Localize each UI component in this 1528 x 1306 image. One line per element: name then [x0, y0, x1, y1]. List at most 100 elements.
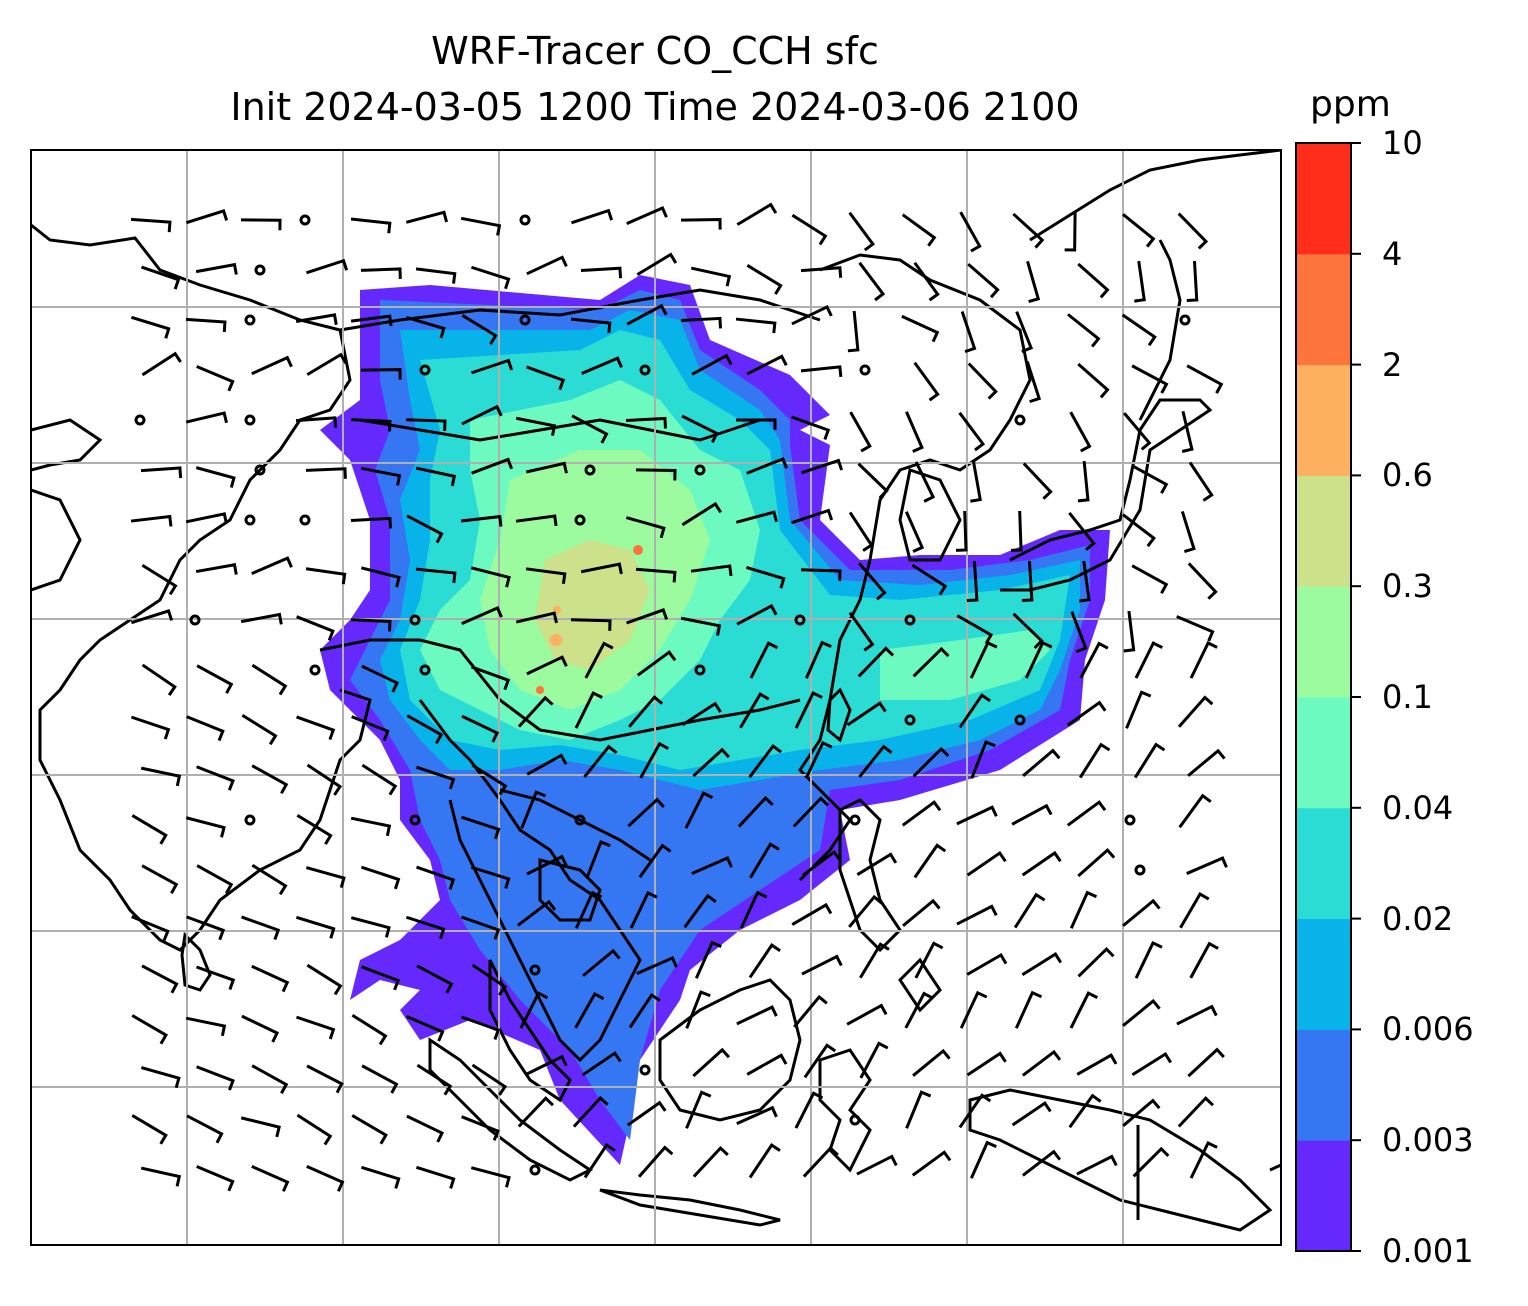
- wind-barb: [306, 1064, 344, 1094]
- wind-barb: [130, 715, 171, 740]
- wind-barb: [625, 516, 666, 539]
- wind-barb: [140, 1166, 182, 1187]
- wind-barb: [626, 608, 669, 625]
- wind-barb: [626, 206, 668, 225]
- wind-barb: [460, 514, 503, 527]
- wind-barb: [141, 964, 179, 994]
- wind-barb: [574, 991, 605, 1029]
- wind-barb: [905, 1090, 932, 1129]
- wind-barb: [471, 763, 508, 796]
- wind-barb: [857, 646, 895, 678]
- wind-barb: [680, 616, 722, 636]
- wind-barb: [1189, 641, 1218, 679]
- calm-wind-marker: [859, 364, 871, 376]
- wind-barb: [912, 646, 950, 678]
- wind-barb: [526, 1054, 568, 1076]
- wind-barb: [966, 850, 1007, 877]
- wind-barb: [351, 1013, 388, 1046]
- colorbar-unit-label: ppm: [1310, 84, 1391, 125]
- calm-wind-marker: [419, 664, 431, 676]
- wind-barb: [1021, 952, 1063, 977]
- wind-barb: [295, 313, 338, 326]
- wind-barb: [803, 1043, 837, 1079]
- wind-barb: [526, 365, 566, 391]
- wind-barb: [460, 216, 502, 236]
- wind-barb: [1177, 212, 1209, 250]
- wind-barb: [680, 218, 722, 230]
- wind-barb: [350, 916, 391, 938]
- wind-barb: [859, 1041, 889, 1079]
- wind-barb: [802, 1145, 839, 1178]
- wind-barb: [141, 563, 178, 596]
- calm-wind-marker: [309, 664, 321, 676]
- wind-barb: [801, 954, 843, 976]
- wind-barb: [360, 267, 402, 279]
- wind-barb: [470, 865, 511, 889]
- wind-barb: [748, 743, 782, 779]
- wind-barb: [140, 1066, 181, 1089]
- wind-barb: [749, 842, 780, 879]
- wind-barb: [241, 915, 281, 941]
- wind-barb: [351, 1114, 388, 1145]
- wind-barb: [461, 1115, 500, 1141]
- wind-barb: [581, 356, 623, 375]
- map-title-line1: WRF-Tracer CO_CCH sfc: [431, 29, 879, 73]
- wind-barb: [517, 695, 554, 728]
- wind-barb: [912, 1048, 951, 1077]
- calm-wind-marker: [904, 614, 916, 626]
- colorbar-tick-label: 0.04: [1382, 788, 1454, 827]
- wind-barb: [1076, 1154, 1118, 1176]
- calm-wind-marker: [134, 414, 146, 426]
- wind-barb: [361, 965, 401, 991]
- wind-barb: [1022, 462, 1053, 500]
- wind-barb: [460, 815, 501, 840]
- wind-barb: [1134, 260, 1146, 303]
- colorbar-band: [1296, 586, 1351, 698]
- wind-barb: [305, 567, 347, 585]
- wind-barb: [1021, 1049, 1062, 1077]
- wind-barb: [585, 840, 611, 879]
- wind-barb: [960, 310, 977, 354]
- wind-barb: [627, 797, 665, 828]
- contour-0.6-hotspot: [633, 545, 643, 555]
- calm-wind-marker: [519, 314, 531, 326]
- wind-barb: [746, 354, 788, 376]
- wind-barb: [857, 562, 887, 601]
- wind-barb: [305, 258, 349, 275]
- wind-barb: [1077, 262, 1110, 299]
- wind-barb: [196, 664, 234, 694]
- calm-wind-marker: [1124, 814, 1136, 826]
- wind-barb: [360, 466, 402, 486]
- wind-barb: [1181, 410, 1194, 453]
- colorbar-tick-label: 0.3: [1382, 567, 1433, 606]
- wind-barb: [911, 563, 948, 596]
- wind-barb: [251, 355, 293, 376]
- wind-barb: [526, 854, 568, 876]
- wind-barb: [306, 1164, 345, 1192]
- calm-wind-marker: [244, 314, 256, 326]
- wind-barb: [296, 715, 336, 741]
- wind-barb: [736, 1005, 778, 1026]
- wind-barb: [1132, 1146, 1170, 1178]
- wind-barb: [360, 865, 401, 890]
- calm-wind-marker: [519, 214, 531, 226]
- wind-barb: [241, 713, 278, 746]
- calm-wind-marker: [794, 614, 806, 626]
- wind-barb: [196, 1165, 235, 1192]
- wind-barb: [461, 714, 500, 743]
- wind-barb: [793, 994, 828, 1028]
- wind-barb: [305, 467, 347, 479]
- wind-barb: [735, 317, 777, 334]
- colorbar-tick-label: 10: [1382, 124, 1423, 162]
- wind-barb: [736, 1105, 778, 1126]
- wind-barb: [471, 963, 507, 996]
- wind-barb: [629, 890, 658, 929]
- wind-barb: [1122, 213, 1156, 248]
- wind-barb: [681, 701, 722, 727]
- wind-barb: [1026, 260, 1041, 304]
- wind-barb: [692, 1145, 729, 1178]
- wind-barb: [251, 863, 288, 896]
- wind-barb: [461, 915, 501, 940]
- calm-wind-marker: [299, 514, 311, 526]
- wind-barb: [1189, 1141, 1218, 1179]
